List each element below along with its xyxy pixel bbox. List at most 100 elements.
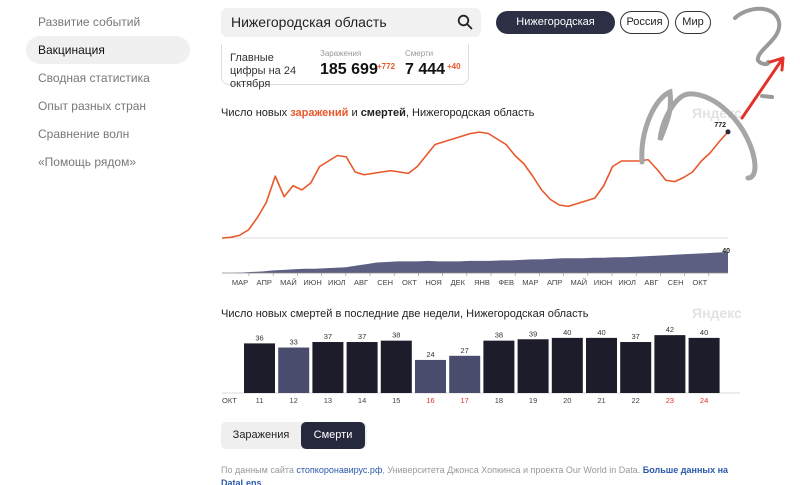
toggle-cases[interactable]: Заражения [232,429,290,441]
deaths-bar-value: 40 [563,328,571,337]
deaths-bar [415,359,446,393]
sidebar-item-countries[interactable]: Опыт разных стран [38,99,147,113]
deaths-delta: +40 [447,62,461,71]
chart1-tick-label: ИЮН [594,278,612,287]
region-search[interactable] [221,8,481,37]
cases-delta: +772 [377,62,396,71]
deaths-bar-value: 24 [426,350,434,359]
deaths-bar [551,337,583,393]
deaths-bar [278,347,310,393]
deaths-bar-date: 21 [597,396,605,405]
chart2-title: Число новых смертей в последние две неде… [221,308,589,320]
deaths-bar-date: 13 [324,396,332,405]
footer-link-stopcoronavirus[interactable]: стопкоронавирус.рф [296,465,383,475]
deaths-bar-date: 16 [426,396,434,405]
deaths-bar [449,355,481,393]
search-icon[interactable] [457,14,473,30]
chart1-tick-label: ЯНВ [474,278,490,287]
chart2-month-label: ОКТ [222,396,237,405]
deaths-bar-value: 37 [358,332,366,341]
deaths-bar-value: 40 [597,328,605,337]
chart1-title-infections: заражений [290,107,349,119]
deaths-label: Смерти [405,49,434,58]
deaths-bar-date: 18 [495,396,503,405]
chart1-tick-label: ИЮЛ [618,278,636,287]
deaths-bar-value: 27 [461,346,469,355]
chart1-title-mid: и [348,107,361,119]
deaths-bar-chart: ОКТ 36 11 33 12 37 13 37 14 38 15 24 16 27 17 38 18 39 19 4… [222,325,740,405]
cases-label: Заражения [320,49,362,58]
deaths-bar-date: 14 [358,396,366,405]
deaths-bar-date: 11 [256,396,264,405]
chart1-title-prefix: Число новых [221,107,291,119]
chart1-tick-label: ДЕК [451,278,466,287]
deaths-bar [688,337,720,393]
chart1-tick-label: ОКТ [402,278,417,287]
metric-toggle: Заражения Смерти [221,422,367,449]
deaths-bar-date: 17 [461,396,469,405]
deaths-bar-date: 23 [666,396,674,405]
deaths-bar [312,342,344,393]
chart1-tick-label: МАЙ [280,278,297,287]
chart1-tick-label: НОЯ [425,278,442,287]
deaths-bar-date: 24 [700,396,708,405]
chart1-tick-label: МАЙ [570,278,587,287]
sidebar-item-waves[interactable]: Сравнение волн [38,127,130,141]
chart1-tick-label: СЕН [377,278,393,287]
deaths-value: 7 444 [405,61,446,78]
chart1-tick-label: МАР [232,278,248,287]
chart1-tick-label: ФЕВ [498,278,514,287]
footer-prefix: По данным сайта [221,465,297,475]
deaths-last-label: 40 [722,248,730,255]
deaths-bar-value: 39 [529,329,537,338]
deaths-bar [586,337,617,393]
deaths-bar-value: 37 [324,332,332,341]
deaths-bar-date: 15 [392,396,400,405]
deaths-bar [483,340,515,393]
deaths-bar-value: 33 [290,338,298,347]
chart1-tick-label: СЕН [668,278,684,287]
deaths-bar [517,339,549,393]
deaths-bar-date: 19 [529,396,537,405]
deaths-area [222,252,728,273]
toggle-deaths[interactable]: Смерти [301,422,365,449]
deaths-bar-date: 12 [290,396,298,405]
pill-russia[interactable]: Россия [620,11,669,34]
summary-label: Главные цифры на 24 октября [230,52,297,90]
deaths-bar-date: 22 [632,396,640,405]
deaths-bar [380,340,412,393]
chart1-tick-label: МАР [522,278,538,287]
deaths-bar-value: 42 [666,325,674,334]
footer-mid: , Университета Джонса Хопкинса и проекта… [382,465,643,475]
deaths-bar-date: 20 [563,396,571,405]
chart1-tick-label: АВГ [644,278,658,287]
deaths-bar [244,343,275,393]
chart1-tick-label: ОКТ [692,278,707,287]
search-input[interactable] [231,14,451,30]
deaths-bar-value: 40 [700,328,708,337]
pill-world[interactable]: Мир [675,11,711,34]
sidebar-item-summary-stats[interactable]: Сводная статистика [38,71,150,85]
chart1-title: Число новых заражений и смертей, Нижегор… [221,107,534,119]
chart1-tick-label: АВГ [354,278,368,287]
chart1-title-suffix: , Нижегородская область [405,107,535,119]
chart1-tick-label: АПР [257,278,272,287]
deaths-bar-value: 37 [632,332,640,341]
sidebar-item-help-nearby[interactable]: «Помощь рядом» [38,155,136,169]
deaths-bar-value: 36 [255,333,263,342]
chart1-tick-label: ИЮН [303,278,321,287]
deaths-bar [654,335,686,393]
footer-link-datalens[interactable]: Больше данных на DataLens [221,465,729,485]
sidebar-item-events[interactable]: Развитие событий [38,15,141,29]
chart1-title-deaths: смертей [360,107,406,119]
chart1-tick-label: АПР [547,278,562,287]
deaths-bar [620,342,652,393]
sidebar: Развитие событий Вакцинация Сводная стат… [26,8,190,176]
summary-card: Главные цифры на 24 октября Заражения 18… [221,44,469,90]
cases-value: 185 699 [320,61,378,78]
deaths-bar-value: 38 [495,331,503,340]
pill-nizhny-region[interactable]: Нижегородская область [496,11,615,49]
footer-source: По данным сайта стопкоронавирус.рф, Унив… [221,464,751,485]
yandex-watermark-2: Яндекс [692,305,742,321]
sidebar-item-vaccination[interactable]: Вакцинация [26,36,190,64]
